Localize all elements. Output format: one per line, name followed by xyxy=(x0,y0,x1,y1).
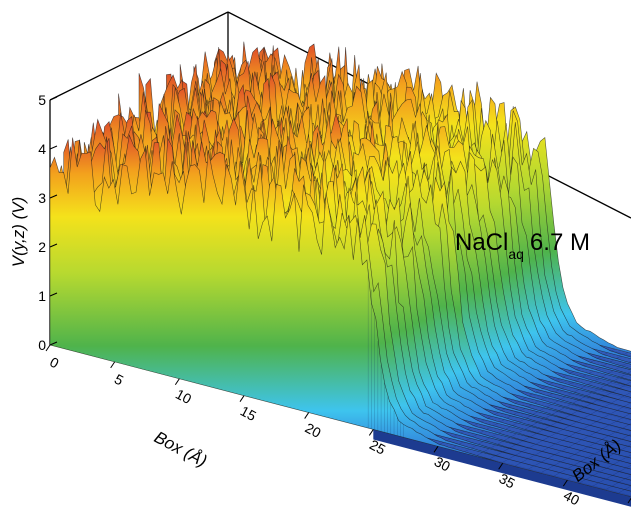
x-tick-mark xyxy=(110,361,116,369)
annotation-main: NaCl xyxy=(455,229,508,256)
annotation-rest: 6.7 M xyxy=(530,229,590,256)
z-axis-title: V(y,z) (V) xyxy=(9,197,28,268)
x-tick-label: 0 xyxy=(47,354,62,372)
x-tick-label: 10 xyxy=(173,386,194,408)
x-tick-label: 5 xyxy=(112,371,127,389)
z-tick-mark xyxy=(49,292,58,297)
x-tick-mark xyxy=(433,446,439,453)
z-tick-mark xyxy=(49,243,58,248)
x-tick-label: 25 xyxy=(367,436,388,458)
x-tick-mark xyxy=(45,344,51,352)
x-tick-mark xyxy=(368,429,374,436)
floor-mesh-line xyxy=(593,465,631,487)
potential-surface xyxy=(49,41,631,498)
floor-mesh-line xyxy=(554,433,631,476)
back-top-left-edge xyxy=(49,11,229,101)
z-tick-mark xyxy=(49,194,58,199)
z-tick-mark xyxy=(49,341,58,346)
floor-mesh-line xyxy=(489,381,631,460)
x-axis-title: Box (Å) xyxy=(151,427,210,470)
concentration-annotation: NaClaq 6.7 M xyxy=(455,229,590,262)
z-tick-label: 0 xyxy=(38,337,46,353)
x-tick-label: 30 xyxy=(432,453,453,475)
z-tick-label: 1 xyxy=(38,288,46,304)
floor-mesh-line xyxy=(580,454,631,483)
z-tick-label: 3 xyxy=(38,190,46,206)
z-tick-label: 5 xyxy=(38,92,46,108)
x-tick-mark xyxy=(498,462,504,470)
z-tick-label: 4 xyxy=(38,141,46,157)
surface-slice xyxy=(49,137,631,498)
annotation-sub: aq xyxy=(508,246,524,262)
x-tick-mark xyxy=(627,497,631,504)
x-tick-label: 35 xyxy=(496,470,517,492)
x-tick-label: 15 xyxy=(238,403,259,425)
floor-edge xyxy=(373,429,631,507)
floor-mesh-line xyxy=(567,444,631,480)
floor-mesh-line xyxy=(502,392,631,463)
x-tick-mark xyxy=(562,479,568,487)
z-axis-ticks: 0 1 2 3 4 5 xyxy=(38,92,58,353)
z-tick-mark xyxy=(49,96,58,101)
x-tick-label: 20 xyxy=(302,419,323,441)
z-tick-label: 2 xyxy=(38,239,46,255)
x-tick-mark xyxy=(239,395,245,402)
x-tick-label: 40 xyxy=(561,487,582,509)
floor-mesh-line xyxy=(528,412,631,470)
x-tick-mark xyxy=(304,412,310,419)
floor-mesh-line xyxy=(515,402,631,466)
z-tick-mark xyxy=(49,145,58,150)
floor-mesh-line xyxy=(541,423,631,473)
x-tick-mark xyxy=(174,378,180,386)
